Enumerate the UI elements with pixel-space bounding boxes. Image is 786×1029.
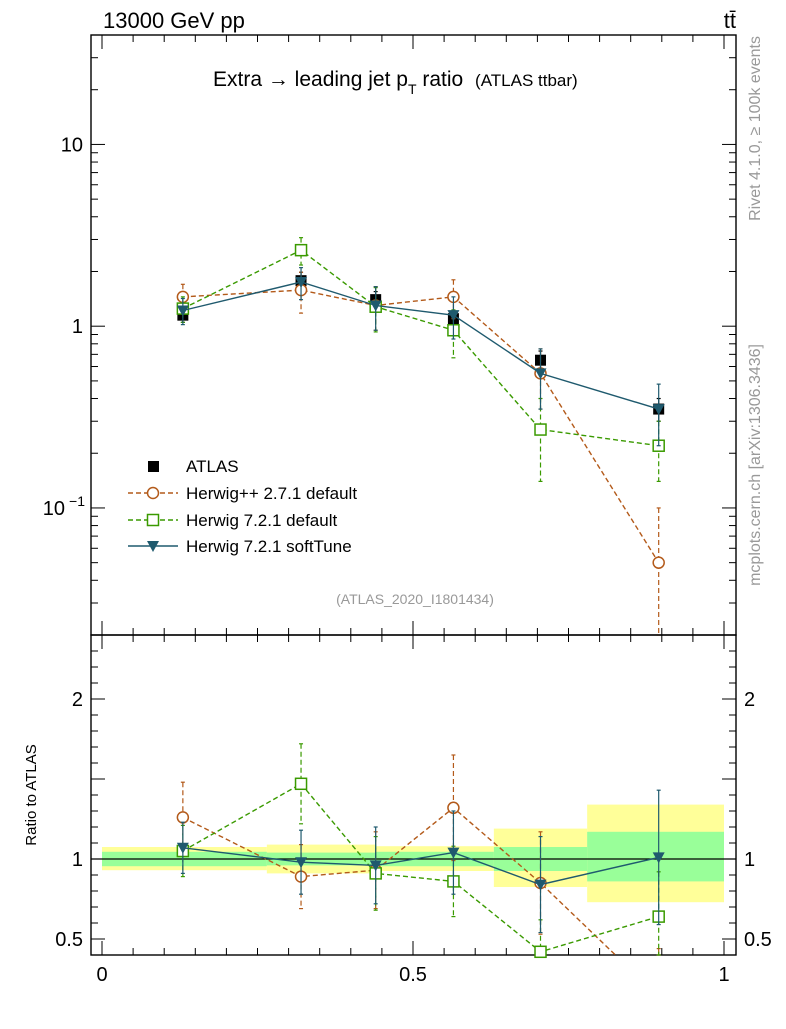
y-tick-label: 1: [72, 316, 83, 338]
ratio-series-3-point: [176, 842, 189, 854]
title-sub: T: [408, 81, 417, 97]
legend-entry-herwigpp: Herwig++ 2.7.1 default: [128, 484, 357, 503]
ratio-frame: [90, 634, 737, 956]
energy-label: 13000 GeV pp: [103, 8, 245, 33]
ratio-series-1-line: [182, 806, 617, 955]
ratio-series-3-point: [534, 879, 547, 891]
y-tick-label: 10: [61, 134, 83, 156]
x-tick-label: 0: [96, 964, 107, 986]
analysis-id: (ATLAS_2020_I1801434): [336, 591, 494, 607]
plot-title: Extra → leading jet pT ratio (ATLAS ttba…: [213, 68, 578, 97]
ratio-panel: 2 2 1 1 0.5 0.5 0 0.5 1: [55, 634, 772, 986]
legend-marker-herwigpp: [146, 486, 160, 500]
ratio-series-2-line: [182, 782, 659, 953]
legend-label-herwig7-default: Herwig 7.2.1 default: [186, 511, 337, 530]
x-tick-label: 0.5: [399, 964, 427, 986]
series-2-point: [534, 423, 547, 436]
legend-label-herwigpp: Herwig++ 2.7.1 default: [186, 484, 357, 503]
series-1-line: [182, 289, 660, 564]
ratio-series-3-point: [295, 857, 308, 869]
series-3-point: [447, 310, 460, 322]
y-tick-label: 10: [43, 498, 65, 520]
ratio-y-tick-label-right: 0.5: [744, 929, 772, 951]
legend-label-atlas: ATLAS: [186, 457, 239, 476]
ratio-series-3-point: [652, 852, 665, 864]
ratio-series-3-point: [447, 847, 460, 859]
series-3-point: [652, 404, 665, 416]
legend-entry-herwig7-default: Herwig 7.2.1 default: [128, 511, 337, 530]
legend-entry-herwig7-softtune: Herwig 7.2.1 softTune: [128, 537, 352, 556]
series-2-line: [182, 249, 659, 447]
series-1-point: [652, 556, 665, 569]
title-ratio: ratio: [417, 68, 464, 91]
series-3-point: [176, 305, 189, 317]
ratio-series-2-point: [294, 777, 308, 791]
side-label-bottom: mcplots.cern.ch [arXiv:1306.3436]: [747, 344, 764, 586]
legend-marker-atlas: [148, 461, 159, 472]
ratio-y-tick-label-left: 0.5: [55, 929, 83, 951]
series-3-point: [295, 277, 308, 289]
ratio-series-3-line: [182, 847, 659, 886]
legend-entry-atlas: ATLAS: [148, 457, 239, 476]
process-label: tt̄: [724, 8, 736, 33]
title-paren: (ATLAS ttbar): [475, 71, 578, 90]
ratio-y-tick-label-right: 1: [744, 849, 755, 871]
ratio-y-tick-label-left: 2: [72, 689, 83, 711]
series-3-point: [369, 300, 382, 312]
legend-marker-herwig7-default: [146, 513, 160, 527]
ratio-y-tick-label-left: 1: [72, 849, 83, 871]
series-3-point: [534, 368, 547, 380]
ratio-y-tick-label-right: 2: [744, 689, 755, 711]
ratio-ylabel: Ratio to ATLAS: [23, 744, 40, 845]
ratio-series-3-point: [369, 860, 382, 872]
title-main: Extra → leading jet p: [213, 68, 408, 91]
series-2-point: [294, 243, 308, 257]
legend-label-herwig7-softtune: Herwig 7.2.1 softTune: [186, 537, 352, 556]
y-tick-label-exponent: −1: [69, 493, 85, 509]
x-tick-label: 1: [718, 964, 729, 986]
legend: ATLAS Herwig++ 2.7.1 default Herwig 7.2.…: [128, 457, 357, 556]
legend-marker-herwig7-softtune: [147, 541, 159, 552]
side-label-top: Rivet 4.1.0, ≥ 100k events: [747, 36, 764, 221]
series-3-line: [182, 281, 659, 410]
ratio-series-1-point: [176, 811, 190, 824]
ratio-series-2-point: [534, 945, 547, 959]
